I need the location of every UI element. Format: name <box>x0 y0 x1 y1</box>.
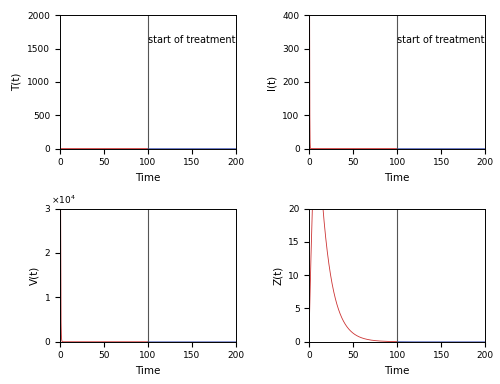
X-axis label: Time: Time <box>135 173 160 183</box>
Text: start of treatment: start of treatment <box>397 35 484 45</box>
X-axis label: Time: Time <box>384 173 410 183</box>
Text: $\times 10^4$: $\times 10^4$ <box>51 194 76 206</box>
Y-axis label: I(t): I(t) <box>267 74 277 89</box>
X-axis label: Time: Time <box>384 366 410 376</box>
X-axis label: Time: Time <box>135 366 160 376</box>
Text: start of treatment: start of treatment <box>148 35 236 45</box>
Y-axis label: T(t): T(t) <box>12 73 22 91</box>
Y-axis label: Z(t): Z(t) <box>272 265 282 285</box>
Y-axis label: V(t): V(t) <box>29 265 39 285</box>
